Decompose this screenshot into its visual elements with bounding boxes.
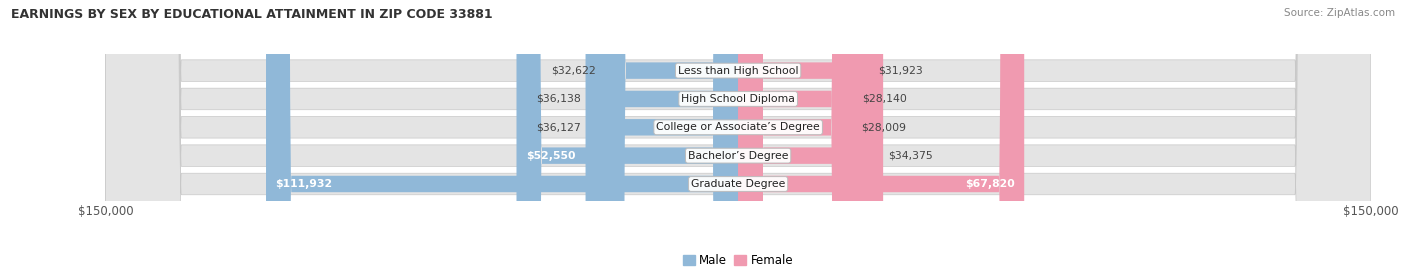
Text: Bachelor’s Degree: Bachelor’s Degree — [688, 151, 789, 161]
Text: $36,138: $36,138 — [536, 94, 581, 104]
FancyBboxPatch shape — [586, 0, 738, 268]
Text: $28,140: $28,140 — [862, 94, 907, 104]
FancyBboxPatch shape — [586, 0, 738, 268]
Text: EARNINGS BY SEX BY EDUCATIONAL ATTAINMENT IN ZIP CODE 33881: EARNINGS BY SEX BY EDUCATIONAL ATTAINMEN… — [11, 8, 494, 21]
FancyBboxPatch shape — [738, 0, 856, 268]
Text: High School Diploma: High School Diploma — [682, 94, 794, 104]
FancyBboxPatch shape — [738, 0, 1024, 268]
FancyBboxPatch shape — [105, 0, 1371, 268]
Text: $52,550: $52,550 — [526, 151, 575, 161]
Legend: Male, Female: Male, Female — [678, 249, 799, 268]
Text: $34,375: $34,375 — [889, 151, 934, 161]
FancyBboxPatch shape — [738, 0, 873, 268]
Text: $67,820: $67,820 — [965, 179, 1015, 189]
FancyBboxPatch shape — [600, 0, 738, 268]
FancyBboxPatch shape — [105, 0, 1371, 268]
Text: Source: ZipAtlas.com: Source: ZipAtlas.com — [1284, 8, 1395, 18]
Text: $28,009: $28,009 — [862, 122, 907, 132]
Text: Less than High School: Less than High School — [678, 66, 799, 76]
FancyBboxPatch shape — [105, 0, 1371, 268]
Text: $111,932: $111,932 — [276, 179, 333, 189]
Text: $31,923: $31,923 — [877, 66, 922, 76]
FancyBboxPatch shape — [105, 0, 1371, 268]
Text: Graduate Degree: Graduate Degree — [690, 179, 786, 189]
FancyBboxPatch shape — [105, 0, 1371, 268]
FancyBboxPatch shape — [266, 0, 738, 268]
Text: $32,622: $32,622 — [551, 66, 596, 76]
FancyBboxPatch shape — [516, 0, 738, 268]
Text: $36,127: $36,127 — [536, 122, 581, 132]
Text: College or Associate’s Degree: College or Associate’s Degree — [657, 122, 820, 132]
FancyBboxPatch shape — [738, 0, 883, 268]
FancyBboxPatch shape — [738, 0, 856, 268]
